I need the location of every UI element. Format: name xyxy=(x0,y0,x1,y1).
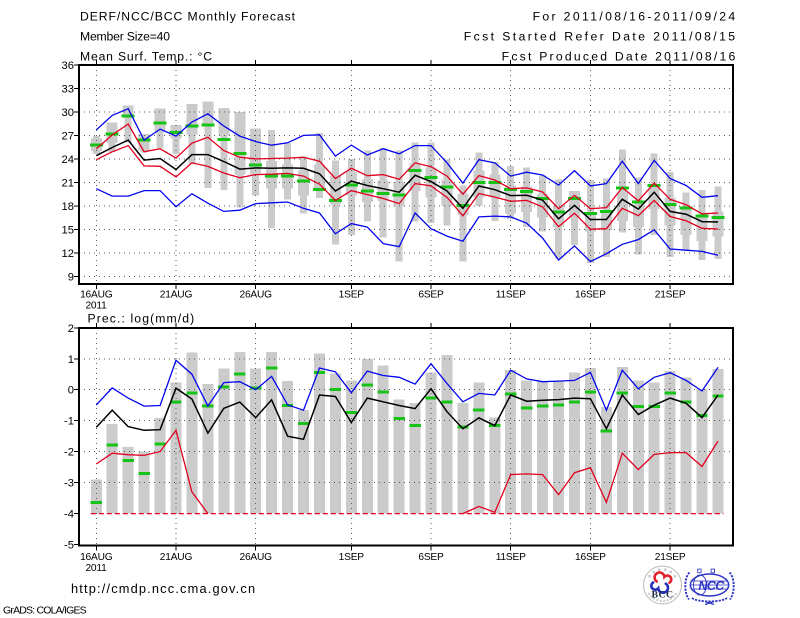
svg-text:Mean Surf. Temp.: °C: Mean Surf. Temp.: °C xyxy=(80,50,213,64)
svg-text:-1: -1 xyxy=(64,416,74,428)
svg-text:36: 36 xyxy=(62,60,74,72)
svg-text:21SEP: 21SEP xyxy=(655,552,686,563)
svg-text:18: 18 xyxy=(62,201,74,213)
svg-text:30: 30 xyxy=(62,107,74,119)
svg-text:NCC: NCC xyxy=(698,579,725,593)
svg-text:16SEP: 16SEP xyxy=(575,290,606,301)
svg-text:1: 1 xyxy=(68,354,74,366)
svg-text:2011: 2011 xyxy=(85,563,107,574)
svg-text:9: 9 xyxy=(68,272,74,284)
svg-text:2011: 2011 xyxy=(85,301,107,312)
svg-text:33: 33 xyxy=(62,83,74,95)
svg-text:BCC: BCC xyxy=(652,590,674,601)
svg-text:26AUG: 26AUG xyxy=(239,290,272,301)
svg-text:16AUG: 16AUG xyxy=(80,290,113,301)
svg-text:6SEP: 6SEP xyxy=(418,290,444,301)
svg-text:2: 2 xyxy=(68,323,74,335)
svg-text:21AUG: 21AUG xyxy=(160,552,193,563)
svg-text:Prec.: log(mm/d): Prec.: log(mm/d) xyxy=(88,311,196,325)
svg-text:For 2011/08/16-2011/09/24: For 2011/08/16-2011/09/24 xyxy=(533,10,738,24)
svg-text:11SEP: 11SEP xyxy=(496,552,526,563)
svg-text:21SEP: 21SEP xyxy=(655,290,686,301)
svg-text:Fcst Produced Date 2011/08/16: Fcst Produced Date 2011/08/16 xyxy=(502,50,738,64)
svg-text:Member Size=40: Member Size=40 xyxy=(80,30,170,44)
svg-text:-3: -3 xyxy=(64,478,74,490)
svg-text:0: 0 xyxy=(68,385,74,397)
svg-text:11SEP: 11SEP xyxy=(496,290,526,301)
svg-text:http://cmdp.ncc.cma.gov.cn: http://cmdp.ncc.cma.gov.cn xyxy=(71,581,256,596)
svg-text:16AUG: 16AUG xyxy=(80,552,113,563)
svg-text:16SEP: 16SEP xyxy=(575,552,606,563)
svg-text:24: 24 xyxy=(62,154,74,166)
svg-text:21AUG: 21AUG xyxy=(160,290,193,301)
svg-text:6SEP: 6SEP xyxy=(418,552,444,563)
svg-text:-4: -4 xyxy=(64,509,74,521)
svg-text:12: 12 xyxy=(62,248,74,260)
svg-text:1SEP: 1SEP xyxy=(339,290,365,301)
svg-text:15: 15 xyxy=(62,224,74,236)
svg-text:-2: -2 xyxy=(64,447,74,459)
svg-text:-5: -5 xyxy=(64,540,74,552)
svg-text:1SEP: 1SEP xyxy=(339,552,365,563)
svg-text:27: 27 xyxy=(62,130,74,142)
svg-text:21: 21 xyxy=(62,177,74,189)
svg-text:Fcst Started Refer Date 2011/0: Fcst Started Refer Date 2011/08/15 xyxy=(464,30,738,44)
svg-text:26AUG: 26AUG xyxy=(239,552,272,563)
svg-text:DERF/NCC/BCC Monthly Forecast: DERF/NCC/BCC Monthly Forecast xyxy=(80,10,296,24)
svg-text:GrADS: COLA/IGES: GrADS: COLA/IGES xyxy=(3,605,87,617)
